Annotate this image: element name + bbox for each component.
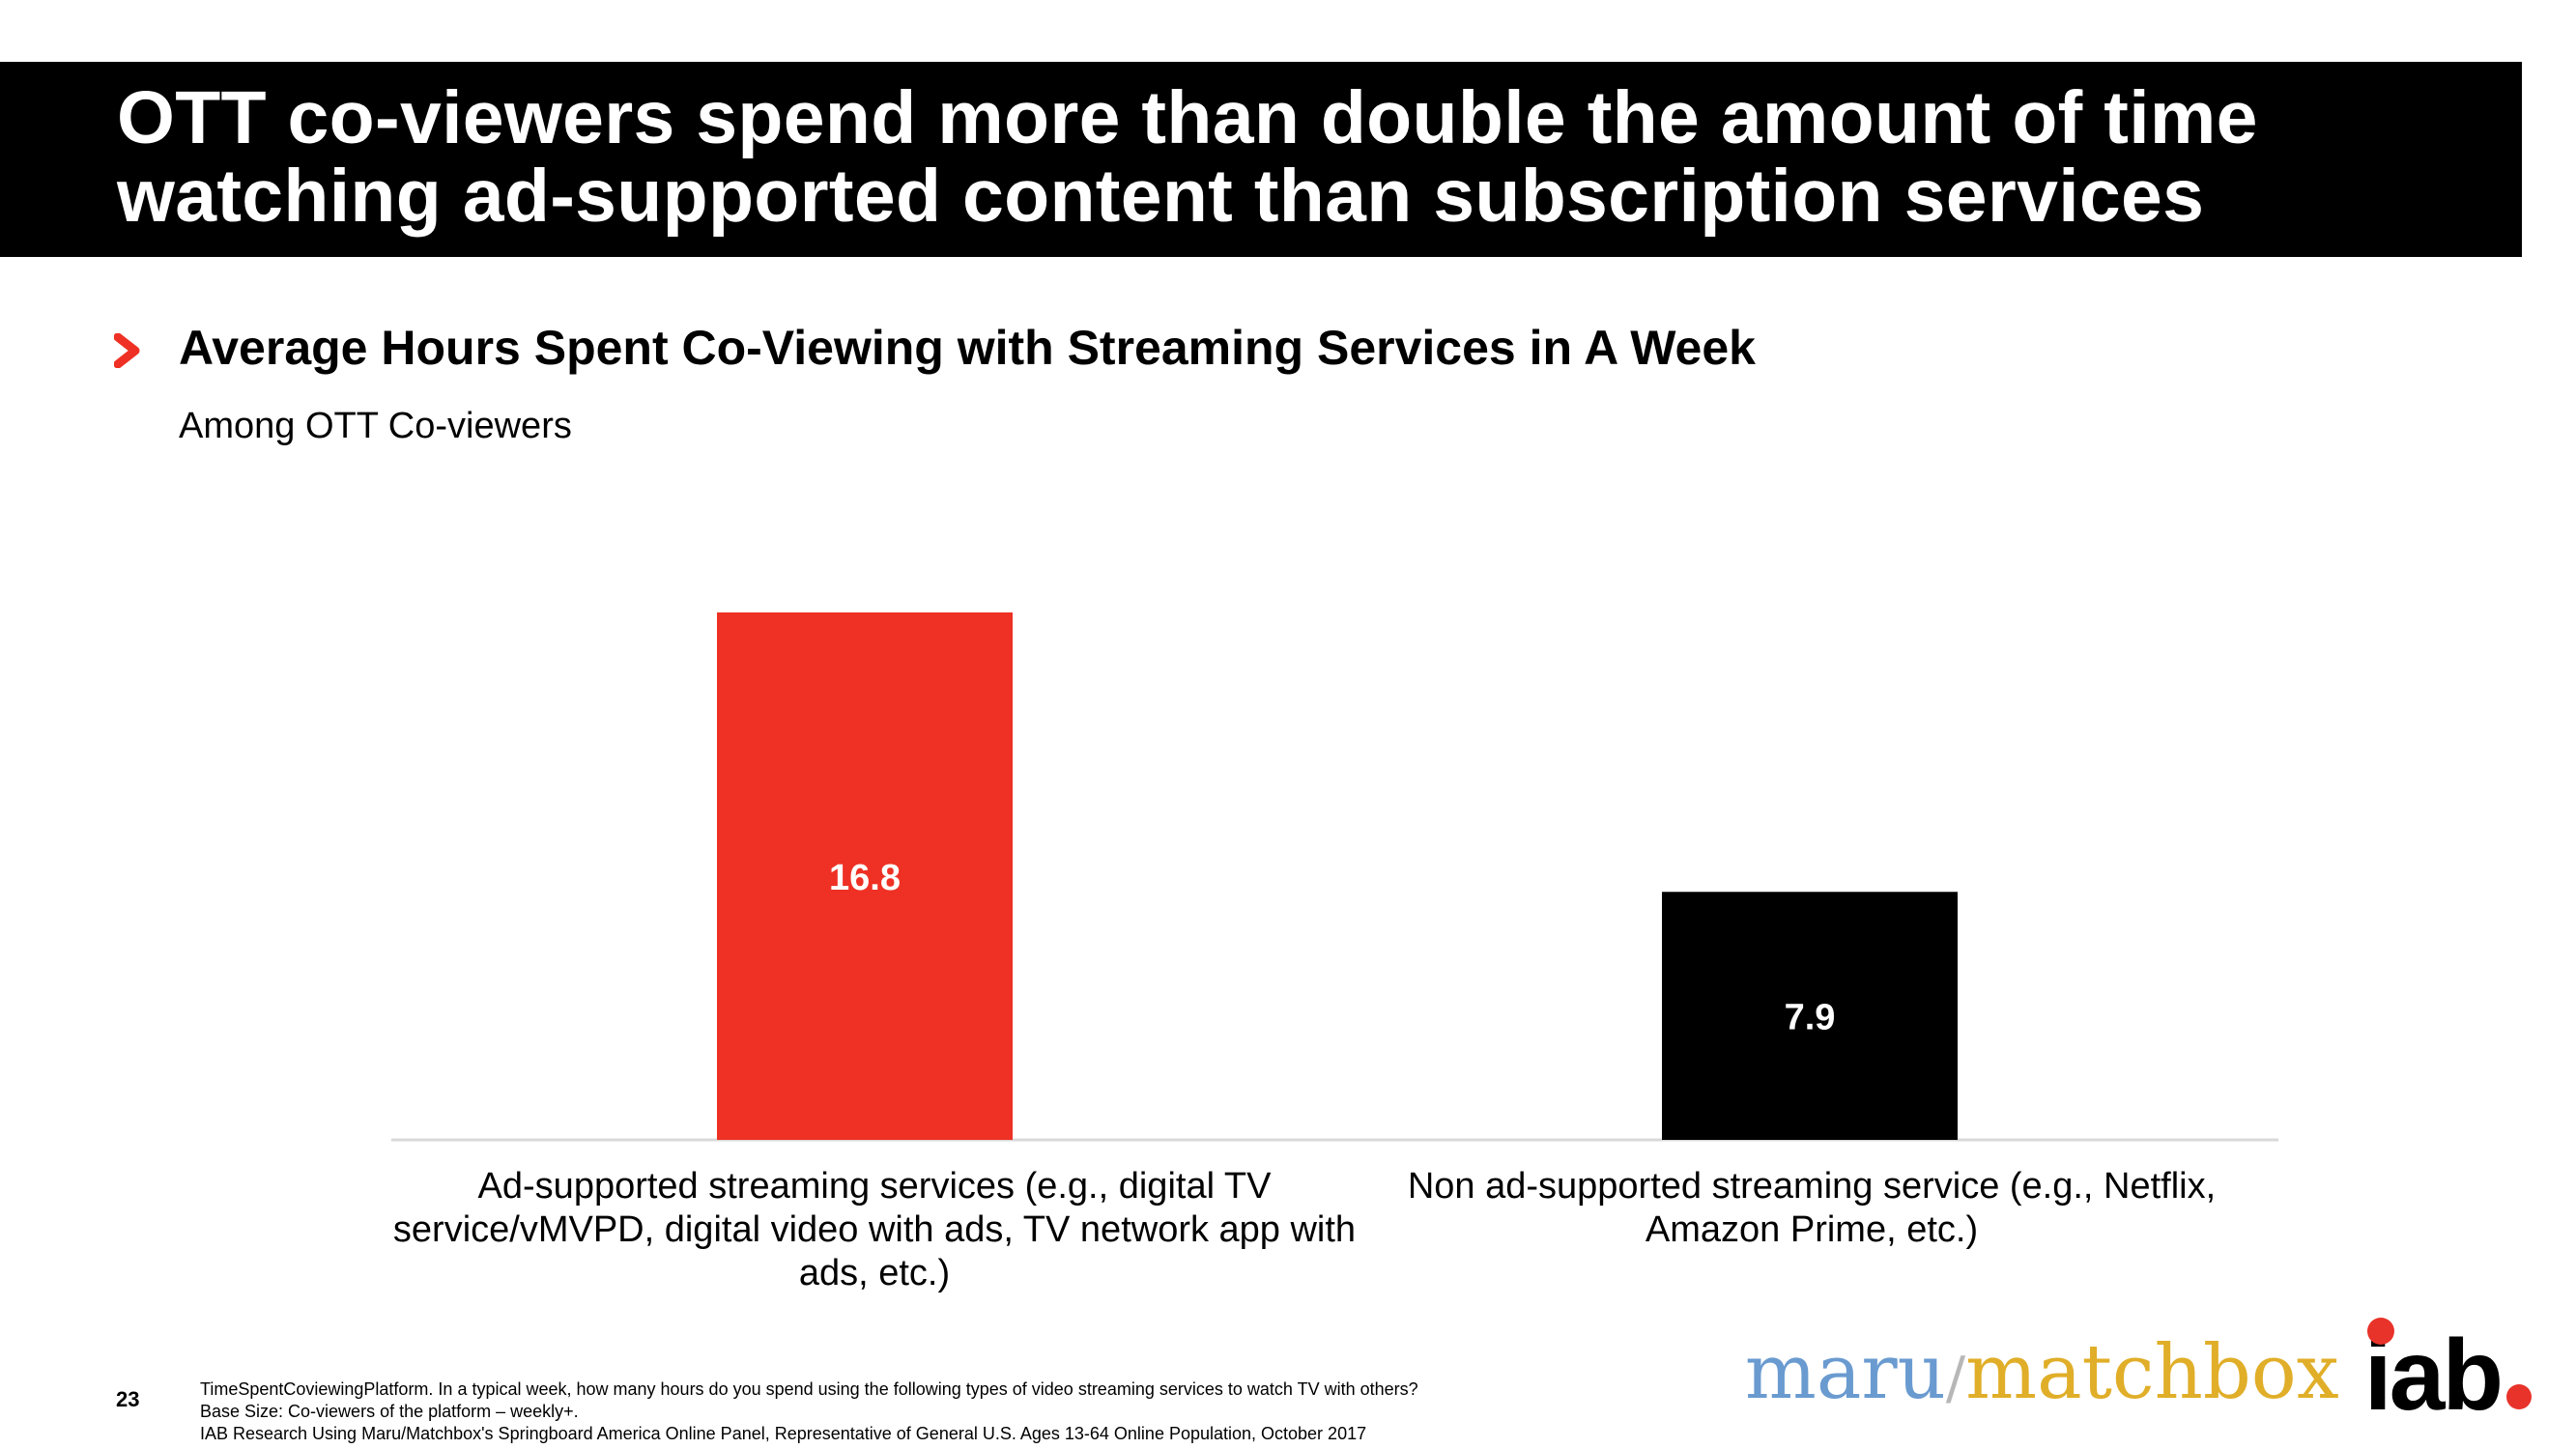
logo-slash: / — [1945, 1345, 1966, 1412]
footnote-base-size: Base Size: Co-viewers of the platform – … — [200, 1402, 579, 1421]
logos: maru/matchbox iab — [1745, 1318, 2532, 1426]
bar-0 — [717, 612, 1013, 1140]
data-label-0: 16.8 — [829, 858, 901, 898]
maru-logo-text: maru — [1744, 1329, 1946, 1416]
slide-title-line-1: OTT co-viewers spend more than double th… — [117, 76, 2258, 159]
matchbox-logo-text: matchbox — [1965, 1329, 2339, 1416]
category-label-non-ad-supported: Non ad-supported streaming service (e.g.… — [1407, 1166, 2217, 1250]
footnote-source: IAB Research Using Maru/Matchbox's Sprin… — [200, 1424, 1367, 1443]
category-label-ad-supported: Ad-supported streaming services (e.g., d… — [392, 1166, 1357, 1293]
iab-logo-i-dot — [2366, 1318, 2394, 1345]
page-number: 23 — [116, 1387, 140, 1411]
bar-1 — [1662, 892, 1958, 1140]
iab-logo: iab — [2364, 1318, 2532, 1426]
slide-title: OTT co-viewers spend more than double th… — [117, 79, 2494, 236]
title-bar — [0, 62, 2522, 257]
chevron-bullet-icon — [114, 333, 140, 368]
iab-logo-dot — [2506, 1384, 2532, 1409]
chart-title: Average Hours Spent Co-Viewing with Stre… — [179, 321, 1756, 375]
slide-title-line-2: watching ad-supported content than subsc… — [117, 155, 2205, 238]
chart-subtitle: Among OTT Co-viewers — [179, 406, 572, 446]
maru-matchbox-logo: maru/matchbox — [1745, 1335, 2339, 1416]
footnote-question: TimeSpentCoviewingPlatform. In a typical… — [200, 1379, 1418, 1399]
footnotes: TimeSpentCoviewingPlatform. In a typical… — [200, 1378, 1746, 1445]
data-label-1: 7.9 — [1785, 998, 1836, 1038]
